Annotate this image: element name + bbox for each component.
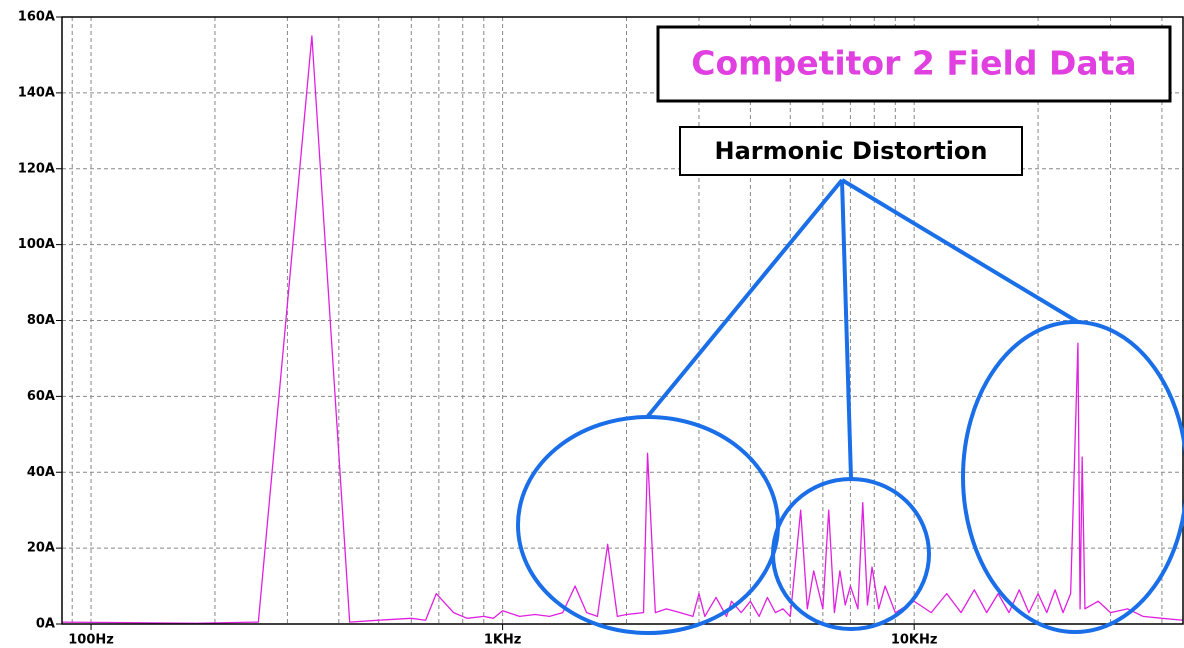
- highlight-ellipse: [771, 477, 931, 631]
- callout-line: [646, 178, 844, 418]
- x-tick-label: 100Hz: [68, 633, 114, 648]
- title-box: [656, 25, 1172, 103]
- highlight-ellipse: [516, 415, 780, 635]
- y-tick-label: 160A: [18, 10, 55, 25]
- y-tick-label: 0A: [36, 617, 55, 632]
- annotation-box: [679, 126, 1023, 176]
- callout-line: [840, 179, 853, 479]
- y-tick-label: 20A: [27, 541, 55, 556]
- callout-line: [840, 178, 1080, 324]
- y-tick-label: 100A: [18, 237, 55, 252]
- y-tick-label: 40A: [27, 465, 55, 480]
- highlight-callouts: [516, 178, 1184, 635]
- y-tick-label: 120A: [18, 161, 55, 176]
- y-tick-label: 80A: [27, 313, 55, 328]
- annotation: Harmonic Distortion: [714, 137, 987, 165]
- chart-title: Competitor 2 Field Data: [691, 44, 1136, 83]
- x-tick-label: 1KHz: [484, 633, 522, 648]
- y-tick-label: 60A: [27, 389, 55, 404]
- x-tick-label: 10KHz: [891, 633, 938, 648]
- y-tick-label: 140A: [18, 85, 55, 100]
- spectrum-line: [61, 35, 1184, 624]
- plot-frame: [61, 16, 1184, 625]
